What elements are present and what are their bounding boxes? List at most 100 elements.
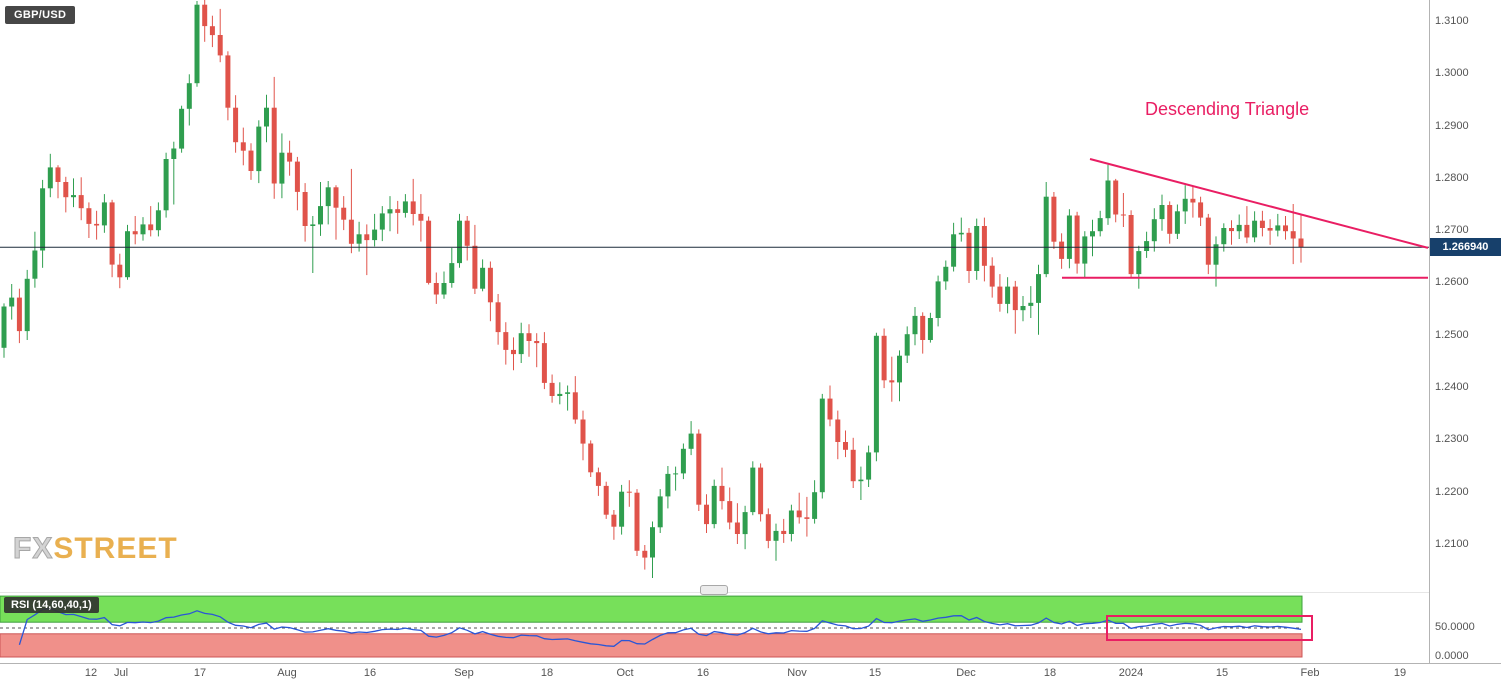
- candle-body: [603, 485, 609, 515]
- candle-body: [1283, 225, 1288, 232]
- candle-body: [549, 382, 555, 396]
- candle-body: [873, 335, 879, 453]
- candle-body: [843, 442, 848, 450]
- rsi-axis-label: 50.0000: [1435, 621, 1475, 633]
- candle-body: [94, 223, 100, 226]
- candle-body: [1005, 286, 1011, 304]
- candle-body: [225, 55, 231, 108]
- time-axis-line: [0, 663, 1501, 664]
- candle-body: [379, 213, 385, 230]
- candle-body: [325, 187, 331, 207]
- candle-body: [881, 335, 887, 381]
- fxstreet-watermark: FXSTREET: [12, 532, 178, 566]
- candle-body: [248, 150, 254, 171]
- candle-body: [688, 433, 694, 449]
- price-axis-label: 1.2200: [1435, 485, 1469, 498]
- candle-body: [788, 510, 794, 534]
- candle-body: [572, 392, 578, 420]
- candle-body: [495, 302, 501, 333]
- candle-body: [781, 530, 787, 534]
- rsi-indicator-label: RSI (14,60,40,1): [4, 597, 99, 613]
- candle-body: [927, 318, 933, 340]
- candle-body: [418, 213, 424, 221]
- rsi-panel[interactable]: [0, 594, 1430, 662]
- candle-body: [680, 448, 686, 474]
- time-axis-label: Feb: [1300, 667, 1320, 679]
- candle-body: [464, 220, 470, 246]
- price-axis[interactable]: 1.3100 1.3000 1.2900 1.2800 1.2700 1.2600 1.25…: [1435, 0, 1499, 663]
- candle-body: [171, 148, 177, 159]
- time-axis-label: 16: [363, 667, 377, 679]
- candle-body: [904, 334, 910, 356]
- time-axis-label: 17: [193, 667, 207, 679]
- candle-body: [1221, 228, 1227, 245]
- price-axis-label: 1.2500: [1435, 328, 1469, 341]
- candle-body: [457, 220, 462, 264]
- candle-body: [194, 4, 200, 84]
- candle-body: [480, 267, 486, 289]
- candle-body: [125, 231, 130, 278]
- candle-body: [997, 286, 1003, 304]
- candle-body: [943, 266, 949, 282]
- candle-body: [758, 467, 764, 515]
- time-axis-label: Oct: [616, 667, 634, 679]
- candle-body: [557, 393, 563, 396]
- candle-body: [1074, 215, 1080, 264]
- candle-body: [109, 202, 115, 265]
- candle-body: [804, 517, 810, 519]
- candle-body: [981, 226, 987, 266]
- candle-body: [619, 491, 625, 527]
- candle-body: [63, 182, 69, 198]
- candle-body: [696, 433, 702, 505]
- time-axis[interactable]: 12 Jul 17 Aug 16 Sep 18 Oct 16 Nov 15 Dec 18 2024 15 Fe…: [0, 667, 1501, 685]
- candlestick-chart[interactable]: [0, 0, 1430, 592]
- candle-body: [348, 219, 354, 244]
- rsi-highlight-box: [1106, 615, 1313, 641]
- rsi-axis-label: 0.0000: [1435, 650, 1469, 662]
- candle-body: [858, 479, 864, 482]
- candle-body: [951, 234, 957, 267]
- time-axis-label: 2024: [1118, 667, 1144, 679]
- candle-body: [287, 152, 293, 162]
- candle-body: [518, 333, 524, 355]
- candle-body: [1174, 211, 1180, 234]
- candle-body: [163, 159, 169, 211]
- candle-body: [1043, 196, 1049, 275]
- panel-divider-handle[interactable]: [700, 585, 728, 595]
- candle-body: [387, 209, 393, 214]
- candle-body: [1167, 205, 1173, 234]
- time-axis-label: Sep: [454, 667, 474, 679]
- candle-body: [364, 234, 370, 241]
- time-axis-label: 12: [84, 667, 98, 679]
- time-axis-label: 15: [1215, 667, 1229, 679]
- candle-body: [1205, 217, 1211, 265]
- price-axis-label: 1.2100: [1435, 538, 1469, 551]
- candle-body: [719, 485, 725, 502]
- watermark-street: STREET: [53, 532, 178, 565]
- candle-body: [101, 202, 107, 226]
- candle-body: [40, 188, 46, 251]
- candle-body: [611, 514, 617, 527]
- candle-body: [626, 491, 632, 493]
- candle-body: [472, 245, 478, 289]
- candle-body: [1198, 202, 1204, 218]
- candle-body: [742, 512, 748, 535]
- candle-body: [1229, 228, 1234, 232]
- candle-body: [673, 473, 679, 475]
- candle-body: [1236, 224, 1242, 232]
- candle-body: [186, 83, 192, 109]
- candle-body: [117, 264, 123, 278]
- rsi-upper-band: [0, 595, 1303, 623]
- candle-body: [1244, 224, 1250, 238]
- candle-body: [565, 392, 571, 394]
- candle-body: [773, 530, 779, 541]
- candle-body: [534, 341, 540, 344]
- candle-body: [1028, 302, 1034, 306]
- candle-body: [271, 107, 277, 184]
- rsi-lower-band: [0, 633, 1303, 658]
- candle-body: [78, 195, 84, 209]
- candle-body: [1105, 180, 1111, 219]
- time-axis-label: 18: [540, 667, 554, 679]
- candle-body: [989, 265, 995, 287]
- candle-body: [1259, 220, 1265, 228]
